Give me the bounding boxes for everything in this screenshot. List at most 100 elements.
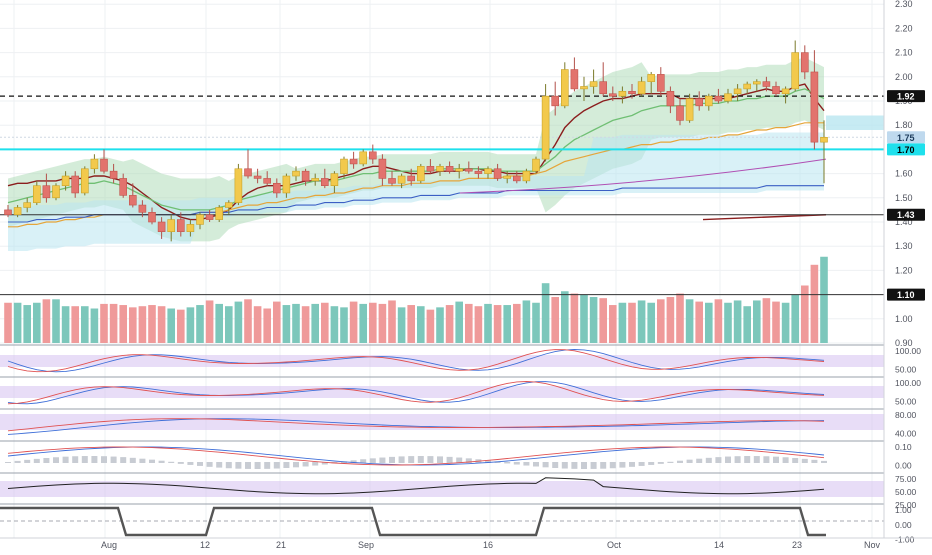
- pane-tick-label: 40.00: [895, 429, 917, 439]
- volume-bar: [762, 298, 771, 343]
- candle-body: [205, 214, 214, 220]
- horizontal-level-lines: [0, 95, 884, 296]
- volume-bar: [369, 302, 377, 343]
- candle-body: [522, 170, 531, 182]
- macd-histogram-bar: [609, 462, 616, 469]
- macd-histogram-bar: [696, 458, 703, 463]
- volume-bar: [119, 305, 127, 343]
- pane-band: [0, 355, 884, 367]
- price-axis: 100.00 50.00 100.00 50.00 80.00 40.00 0.10 0.00…: [883, 0, 925, 545]
- volume-bar: [589, 297, 598, 343]
- macd-histogram-bar: [705, 457, 712, 463]
- macd-histogram-bar: [657, 462, 664, 464]
- time-tick-label: 21: [276, 540, 286, 550]
- macd-histogram-bar: [264, 462, 271, 469]
- oscillator-line: [7, 418, 825, 435]
- pane-tick-label: 0.10: [895, 442, 912, 452]
- volume-bar: [561, 291, 569, 343]
- volume-bar: [599, 298, 607, 343]
- candle-body: [282, 175, 291, 194]
- macd-histogram-bar: [427, 456, 434, 463]
- macd-histogram-bar: [725, 456, 731, 463]
- volume-bar: [81, 306, 89, 343]
- volume-bar: [234, 301, 243, 343]
- macd-histogram-bar: [638, 462, 645, 466]
- macd-histogram-bar: [53, 457, 59, 463]
- macd-histogram-bar: [350, 460, 357, 463]
- price-tick-label: 1.60: [895, 169, 913, 179]
- oscillator-line: [7, 381, 825, 405]
- candle-body: [263, 178, 272, 184]
- macd-histogram-bar: [753, 456, 760, 463]
- macd-histogram-bar: [225, 462, 232, 469]
- candle-body: [599, 81, 608, 95]
- volume-bar: [753, 300, 761, 343]
- candle-body: [532, 158, 540, 172]
- candle-body: [311, 178, 320, 182]
- candle-body: [464, 168, 473, 172]
- oscillator-line: [7, 349, 825, 373]
- price-label-text: 1.70: [897, 145, 915, 155]
- pane-tick-label: -1.00: [895, 535, 915, 545]
- volume-bar: [676, 293, 684, 343]
- volume-bar: [33, 302, 41, 343]
- volume-bar: [301, 306, 310, 343]
- price-label-box: [887, 288, 925, 301]
- candle-body: [157, 221, 166, 232]
- volume-bar: [493, 305, 502, 343]
- price-label-text: 1.92: [897, 92, 915, 102]
- volume-bar: [743, 306, 751, 343]
- price-label-box: [887, 131, 925, 144]
- candle-body: [81, 168, 89, 194]
- candle-body: [253, 175, 262, 179]
- macd-histogram-bar: [763, 456, 770, 463]
- candle-body: [484, 168, 492, 174]
- volume-bar: [359, 303, 367, 343]
- volume-bar: [484, 303, 492, 343]
- volume-bar: [282, 305, 291, 343]
- volume-bar: [109, 303, 118, 343]
- macd-histogram-bar: [283, 462, 290, 469]
- macd-histogram-bar: [235, 462, 242, 469]
- macd-histogram-bar: [542, 462, 549, 468]
- volume-bar: [714, 299, 723, 343]
- volume-bar: [52, 299, 60, 343]
- volume-bar: [157, 306, 166, 343]
- macd-histogram-bar: [686, 459, 693, 463]
- macd-histogram-bar: [197, 462, 203, 466]
- candle-body: [503, 175, 512, 179]
- volume-bar: [196, 305, 204, 343]
- volume-bar: [455, 301, 463, 343]
- candle-body: [378, 158, 387, 179]
- macd-histogram-bar: [667, 461, 674, 463]
- volume-bar: [215, 303, 223, 343]
- volume-bar: [244, 299, 252, 343]
- candle-body: [714, 95, 723, 102]
- macd-histogram-bar: [245, 462, 251, 469]
- candle-body: [820, 137, 828, 143]
- time-tick-label: Aug: [101, 540, 117, 550]
- candle-body: [560, 69, 569, 107]
- candle-body: [455, 168, 464, 172]
- macd-histogram-bar: [523, 462, 530, 466]
- macd-histogram-bar: [379, 457, 386, 463]
- macd-histogram-bar: [408, 456, 415, 463]
- macd-histogram-bar: [417, 456, 424, 463]
- macd-histogram-bar: [206, 462, 213, 467]
- time-tick-label: Sep: [358, 540, 374, 550]
- price-tick-label: 1.80: [895, 120, 913, 130]
- candle-body: [752, 81, 761, 85]
- candle-body: [695, 98, 704, 107]
- price-label-text: 1.75: [897, 133, 915, 143]
- macd-line: [7, 446, 825, 466]
- candle-body: [225, 202, 233, 208]
- volume-bar: [23, 305, 31, 343]
- macd-histogram-bar: [302, 462, 309, 467]
- pane-tick-label: 80.00: [895, 410, 917, 420]
- candle-body: [810, 71, 819, 143]
- candle-body: [32, 185, 41, 203]
- volume-bar: [129, 307, 137, 343]
- volume-bar: [705, 302, 713, 343]
- projected-maroon-line: [702, 214, 827, 221]
- candle-body: [541, 95, 550, 160]
